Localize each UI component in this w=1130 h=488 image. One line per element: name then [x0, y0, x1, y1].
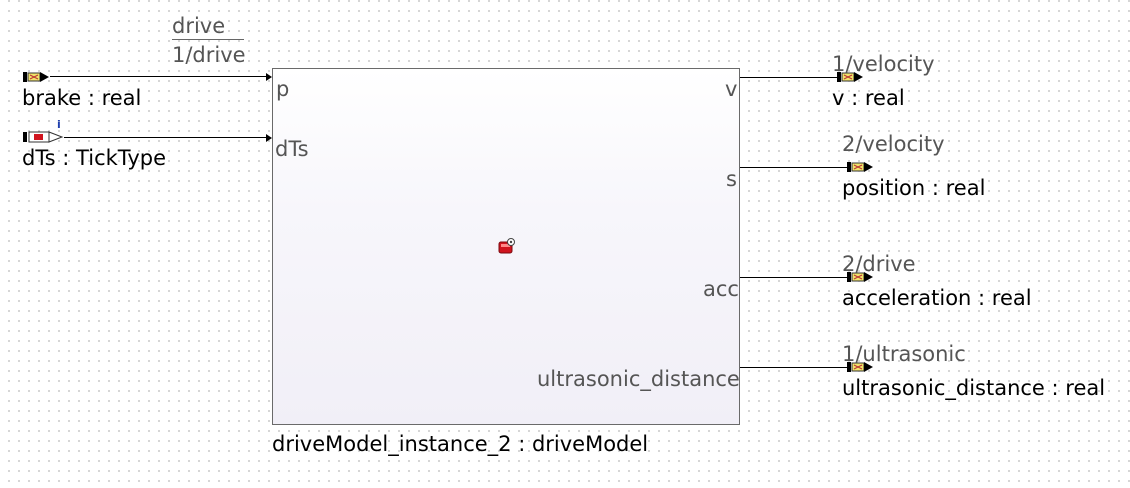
drive-port-label: 1/drive — [172, 43, 246, 67]
ultrasonic-output-label: ultrasonic_distance : real — [842, 376, 1106, 400]
ultrasonic-port-label: 1/ultrasonic — [842, 342, 966, 366]
block-port-v: v — [725, 77, 738, 101]
acceleration-output-label: acceleration : real — [842, 286, 1032, 310]
position-wire — [740, 167, 848, 168]
position-output-label: position : real — [842, 176, 986, 200]
info-marker: i — [57, 118, 61, 131]
dts-input-label: dTs : TickType — [22, 146, 167, 170]
position-port-label: 2/velocity — [842, 132, 945, 156]
dts-wire — [64, 137, 266, 138]
drive-header-divider — [172, 39, 244, 40]
v-port-label: 1/velocity — [832, 52, 935, 76]
drive-header-label: drive — [172, 14, 226, 38]
v-output-label: v : real — [832, 86, 905, 110]
ultrasonic-wire — [740, 367, 848, 368]
brake-wire — [50, 76, 266, 77]
acceleration-wire — [740, 277, 848, 278]
block-port-ultrasonic-distance: ultrasonic_distance — [537, 367, 740, 391]
v-output-port-icon[interactable] — [836, 71, 864, 83]
brake-input-port-icon[interactable] — [22, 71, 50, 83]
acceleration-port-label: 2/drive — [842, 252, 916, 276]
brake-wire-arrow — [266, 73, 272, 81]
block-instance-label: driveModel_instance_2 : driveModel — [272, 432, 649, 456]
brake-input-label: brake : real — [22, 86, 142, 110]
position-output-port-icon[interactable] — [846, 161, 874, 173]
dts-input-port-icon[interactable] — [22, 131, 64, 143]
block-port-p: p — [276, 77, 290, 101]
block-port-acc: acc — [703, 277, 739, 301]
block-port-s: s — [726, 167, 737, 191]
block-port-dts: dTs — [275, 137, 309, 161]
v-wire — [740, 77, 838, 78]
ultrasonic-output-port-icon[interactable] — [846, 361, 874, 373]
acceleration-output-port-icon[interactable] — [846, 271, 874, 283]
model-icon — [498, 238, 515, 254]
dts-wire-arrow — [266, 134, 272, 142]
